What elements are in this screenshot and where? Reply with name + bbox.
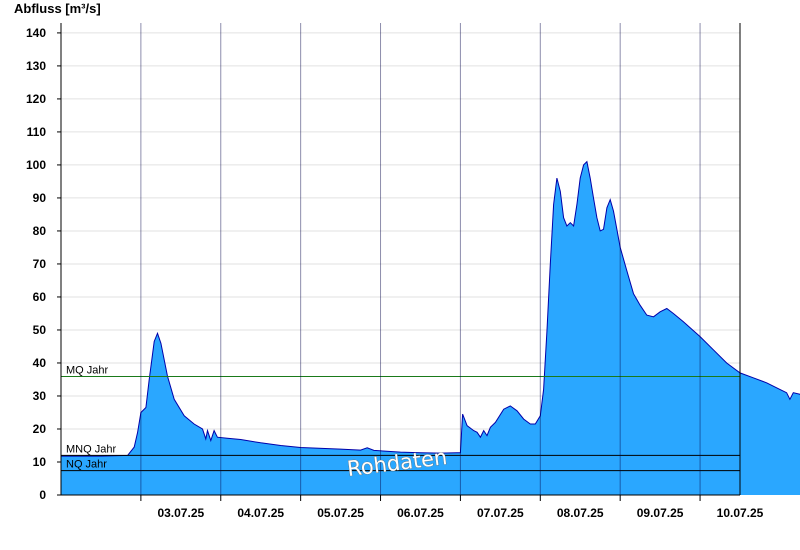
y-tick-label: 110 <box>27 125 47 139</box>
y-tick-labels: 0 10 20 30 40 50 60 70 80 90 100 110 120 130 140 <box>26 26 46 502</box>
x-tick-label: 10.07.25 <box>717 506 764 520</box>
y-tick-label: 60 <box>33 290 47 304</box>
reference-line-label: MQ Jahr <box>66 365 109 377</box>
y-tick-label: 130 <box>26 59 46 73</box>
day-separators <box>140 23 701 495</box>
y-tick-label: 120 <box>26 92 46 106</box>
y-tick-label: 30 <box>33 389 47 403</box>
x-tick-label: 03.07.25 <box>157 506 204 520</box>
discharge-area-fill <box>61 161 800 495</box>
y-tick-label: 100 <box>26 158 46 172</box>
x-tick-label: 08.07.25 <box>557 506 604 520</box>
y-tick-label: 50 <box>33 323 47 337</box>
y-tick-label: 0 <box>39 488 46 502</box>
y-tick-label: 40 <box>33 356 47 370</box>
y-axis-label: Abfluss [m³/s] <box>14 1 101 16</box>
gridlines <box>61 32 740 463</box>
y-tick-label: 10 <box>33 455 47 469</box>
x-tick-label: 04.07.25 <box>237 506 284 520</box>
y-tick-label: 70 <box>33 257 47 271</box>
y-tick-label: 90 <box>33 191 47 205</box>
axes <box>57 23 741 501</box>
reference-lines: MQ Jahr MNQ Jahr NQ Jahr <box>61 365 740 472</box>
x-tick-label: 05.07.25 <box>317 506 364 520</box>
x-tick-label: 09.07.25 <box>637 506 684 520</box>
y-tick-label: 80 <box>33 224 47 238</box>
x-tick-label: 06.07.25 <box>397 506 444 520</box>
reference-line-label: NQ Jahr <box>66 459 107 471</box>
y-tick-label: 140 <box>26 26 46 40</box>
x-tick-labels: 03.07.25 04.07.25 05.07.25 06.07.25 07.07.25… <box>157 506 763 520</box>
discharge-area <box>61 160 800 495</box>
reference-line-label: MNQ Jahr <box>66 443 116 455</box>
discharge-line <box>61 160 800 457</box>
x-tick-label: 07.07.25 <box>477 506 524 520</box>
y-tick-label: 20 <box>33 422 47 436</box>
